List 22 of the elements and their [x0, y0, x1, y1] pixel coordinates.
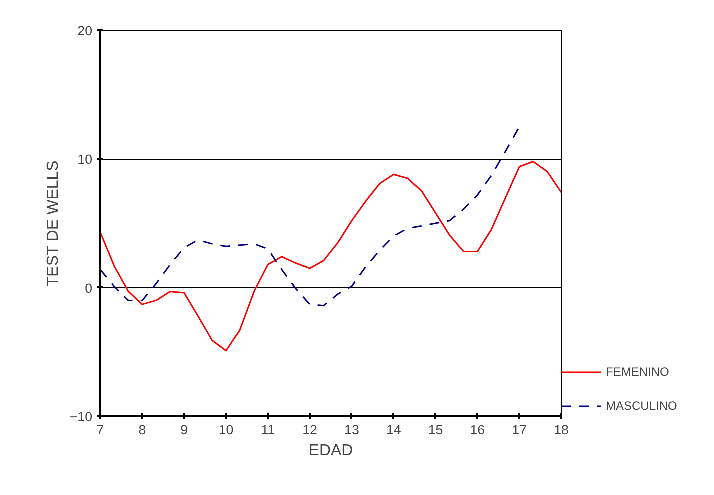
y-tick-label: 20: [78, 24, 93, 38]
x-tick-label: 14: [386, 422, 402, 438]
line-series: [100, 160, 562, 352]
y-tick-label: −10: [70, 410, 92, 424]
line-series: [100, 126, 520, 307]
x-tick-label: 16: [470, 422, 486, 438]
x-tick-label: 12: [302, 422, 318, 438]
x-tick-label: 17: [512, 422, 528, 438]
y-tick-label: 0: [85, 280, 93, 296]
x-tick-label: 11: [261, 422, 276, 438]
x-tick-label: 18: [554, 422, 569, 438]
x-tick-label: 7: [96, 422, 104, 438]
y-axis-title: TEST DE WELLS: [44, 160, 62, 287]
x-axis-title: EDAD: [308, 442, 354, 460]
y-tick-label: 10: [78, 152, 93, 168]
x-tick-label: 9: [180, 422, 188, 438]
x-tick-label: 15: [428, 422, 444, 438]
x-tick-label: 10: [218, 422, 234, 438]
legend-label: MASCULINO: [606, 399, 678, 413]
legend-label: FEMENINO: [606, 365, 670, 379]
x-tick-label: 8: [138, 422, 146, 438]
x-tick-label: 13: [344, 422, 360, 438]
